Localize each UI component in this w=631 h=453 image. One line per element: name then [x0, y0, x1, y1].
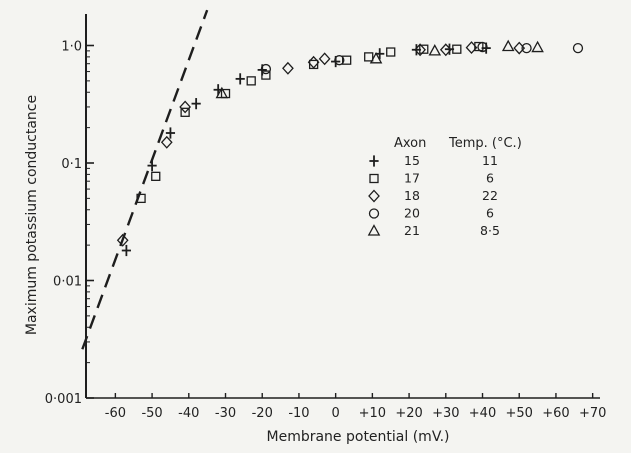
x-tick-label: +10	[359, 406, 386, 421]
legend-marker-triangle	[367, 224, 381, 236]
legend-axon-value: 17	[404, 171, 420, 186]
data-point-square	[364, 52, 374, 62]
data-point-diamond	[282, 61, 294, 75]
legend-axon-value: 15	[404, 153, 420, 168]
legend-row: 20 6	[368, 206, 494, 221]
legend-row: 21 8·5	[367, 223, 500, 238]
y-tick-label: 0·1	[61, 157, 82, 172]
data-point-square	[452, 44, 462, 54]
data-point-diamond	[116, 233, 129, 247]
data-point-diamond	[414, 43, 426, 57]
data-point-diamond	[179, 100, 192, 114]
y-axis-title: Maximum potassium conductance	[24, 95, 40, 335]
legend-marker-diamond	[368, 189, 380, 203]
data-point-plus	[191, 98, 201, 110]
plot-area: -60 -50 -40 -30 -20 -10 0 +10 +20 +30 +40 +50 +60 +70…	[45, 9, 606, 421]
y-tick-label: 0·01	[53, 275, 82, 290]
x-tick-label: -20	[252, 406, 273, 421]
data-point-square	[151, 171, 161, 181]
data-point-triangle	[369, 51, 383, 64]
y-tick-label: 0·001	[45, 392, 82, 407]
data-point-circle	[572, 42, 584, 54]
x-tick-label: +50	[506, 406, 533, 421]
legend-temp-value: 11	[482, 153, 498, 168]
data-point-circle	[477, 41, 488, 53]
legend-axon-value: 21	[404, 223, 420, 238]
data-point-square	[342, 55, 352, 65]
x-axis-title: Membrane potential (mV.)	[267, 429, 450, 445]
x-tick-label: -60	[105, 406, 126, 421]
x-tick-label: -30	[215, 406, 236, 421]
data-point-diamond	[513, 41, 526, 55]
x-tick-label: -40	[178, 406, 199, 421]
data-point-circle	[260, 63, 272, 75]
data-point-diamond	[439, 43, 452, 57]
data-point-square	[386, 47, 396, 57]
x-tick-label: 0	[332, 406, 340, 421]
data-point-square	[261, 70, 271, 80]
data-point-circle	[334, 55, 345, 66]
x-axis-ticks: -60 -50 -40 -30 -20 -10 0 +10 +20 +30 +40 +50 +60 +70	[105, 393, 606, 421]
data-point-diamond	[465, 41, 478, 55]
data-point-circle	[521, 42, 532, 54]
legend-temp-value: 22	[482, 188, 498, 203]
legend-row: 18 22	[368, 188, 498, 203]
data-point-triangle	[428, 44, 442, 56]
data-point-triangle	[501, 39, 515, 52]
legend-marker-plus	[369, 155, 379, 167]
data-point-plus	[235, 73, 245, 85]
data-point-diamond	[160, 135, 173, 149]
legend-temp-value: 6	[486, 171, 494, 186]
data-point-triangle	[531, 40, 544, 53]
legend-marker-square	[369, 173, 379, 184]
legend-axon-value: 18	[404, 188, 420, 203]
data-point-plus	[121, 244, 131, 257]
data-point-triangle	[215, 86, 229, 99]
data-point-square	[419, 44, 429, 54]
y-tick-label: 1·0	[61, 40, 82, 55]
legend-header-temp: Temp. (°C.)	[448, 136, 522, 151]
data-point-square	[136, 193, 146, 204]
x-tick-label: -10	[288, 406, 309, 421]
y-axis-ticks: 0·001 0·01 0·1 1·0	[45, 40, 94, 407]
legend-row: 17 6	[369, 171, 494, 186]
legend-marker-circle	[368, 208, 380, 219]
legend-axon-value: 20	[404, 206, 420, 221]
data-point-diamond	[318, 52, 331, 66]
data-point-square	[246, 76, 256, 86]
legend-temp-value: 8·5	[480, 223, 500, 238]
x-tick-label: +40	[469, 406, 496, 421]
x-tick-label: +70	[579, 406, 606, 421]
data-point-plus	[165, 127, 176, 139]
x-tick-label: +60	[542, 406, 569, 421]
x-tick-label: -50	[141, 406, 162, 421]
legend-header-axon: Axon	[394, 136, 426, 151]
data-point-plus	[147, 160, 157, 172]
data-points	[116, 39, 584, 257]
legend-temp-value: 6	[486, 206, 494, 221]
x-tick-label: +30	[432, 406, 459, 421]
data-point-diamond	[307, 55, 320, 69]
legend-row: 15 11	[369, 153, 498, 168]
x-tick-label: +20	[395, 406, 422, 421]
data-point-square	[180, 107, 190, 117]
dashed-reference-line	[81, 9, 209, 350]
